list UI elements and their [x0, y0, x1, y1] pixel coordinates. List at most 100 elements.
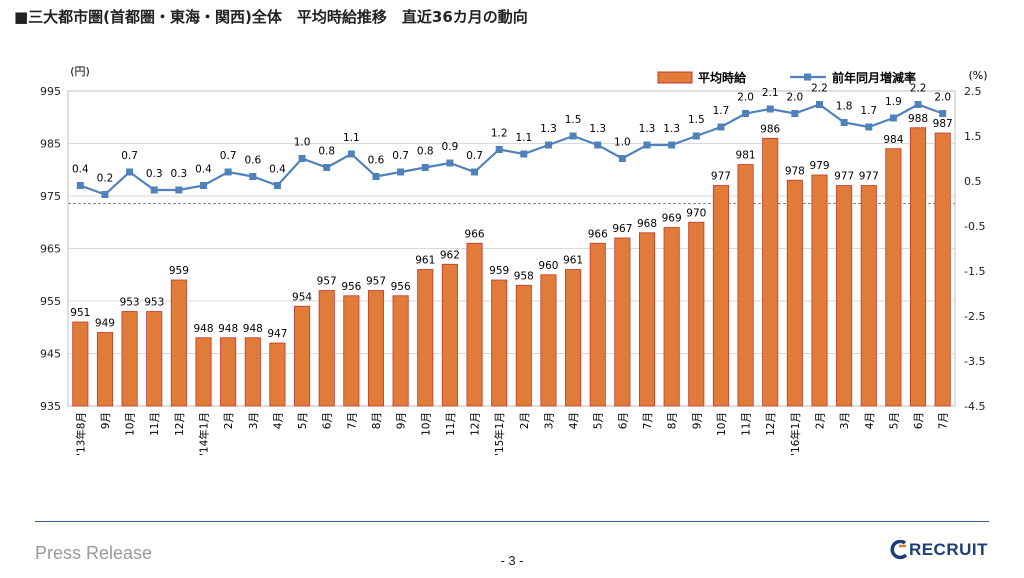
line-value-label: 2.0: [737, 92, 754, 104]
bar: [441, 263, 458, 407]
x-tick-label: 3月: [248, 412, 260, 429]
line-point: [569, 132, 577, 140]
x-tick-label: 7月: [938, 412, 950, 429]
line-value-label: 1.3: [540, 123, 557, 135]
x-tick-label: 11月: [445, 412, 457, 436]
legend-line-label: 前年同月増減率: [832, 70, 916, 85]
x-tick-label: 12月: [470, 412, 482, 436]
bar-value-label: 949: [95, 318, 115, 330]
y2-tick-label: 2.5: [964, 85, 982, 98]
line-point: [150, 186, 158, 194]
bar-value-label: 948: [218, 323, 238, 335]
y2-tick-label: -1.5: [964, 265, 985, 278]
bar: [762, 137, 779, 407]
line-point: [495, 146, 503, 153]
line-value-label: 0.8: [417, 146, 434, 158]
x-tick-label: 10月: [125, 412, 137, 436]
x-tick-label: 4月: [864, 412, 876, 429]
x-tick-label: 6月: [322, 412, 334, 429]
bar-value-label: 947: [267, 328, 287, 340]
line-value-label: 1.0: [294, 137, 311, 149]
line-value-label: 0.3: [171, 168, 188, 180]
bar-value-label: 967: [612, 223, 632, 235]
bar-value-label: 962: [440, 249, 460, 261]
line-point: [126, 168, 134, 176]
bar-value-label: 978: [785, 165, 805, 177]
x-tick-label: 4月: [272, 412, 284, 429]
line-point: [224, 168, 232, 176]
bar: [614, 237, 631, 407]
bar-value-label: 961: [563, 255, 583, 267]
bar: [417, 269, 434, 407]
line-value-label: 0.4: [269, 164, 286, 176]
bar: [146, 311, 163, 407]
line-point: [692, 132, 700, 140]
brand-logo: RECRUIT: [889, 540, 988, 560]
line-value-label: 0.7: [220, 150, 237, 162]
line-value-label: 1.3: [639, 123, 656, 135]
x-tick-label: '16年1月: [789, 412, 802, 456]
line-point: [323, 164, 331, 171]
x-tick-label: 5月: [888, 412, 900, 429]
chart: 935 945 955 965 975 985 995 -4.5 -3.5 -2.5 -1.5 -0.…: [40, 65, 988, 456]
recruit-logo-icon: [890, 540, 908, 560]
bar: [121, 311, 138, 407]
bar-value-label: 970: [686, 207, 706, 219]
line-value-label: 0.7: [392, 150, 409, 162]
y-axis-label: (円): [70, 65, 90, 78]
line-point: [273, 182, 281, 189]
line-value-label: 1.2: [491, 128, 508, 140]
x-tick-label: 4月: [568, 412, 580, 429]
line-value-label: 1.9: [885, 96, 902, 108]
bar: [589, 242, 606, 407]
line-point: [298, 155, 306, 162]
line-point: [397, 168, 405, 176]
y2-tick-label: 1.5: [964, 130, 982, 143]
bar: [294, 305, 311, 407]
bar: [72, 321, 89, 407]
x-tick-label: '15年1月: [493, 412, 506, 456]
line-value-label: 0.6: [368, 155, 385, 167]
line-value-label: 1.0: [614, 137, 631, 149]
x-tick-label: 7月: [642, 412, 654, 429]
bar: [638, 232, 656, 407]
line-point: [347, 150, 355, 158]
bar-value-label: 968: [637, 218, 657, 230]
bar-value-label: 957: [317, 276, 337, 288]
line-point: [643, 141, 651, 149]
bar: [195, 337, 212, 407]
bar-value-label: 977: [834, 171, 854, 183]
bar: [663, 227, 680, 407]
bar-value-label: 979: [809, 160, 829, 172]
line-point: [717, 123, 725, 131]
line-point: [101, 191, 109, 198]
line-value-label: 0.6: [244, 155, 261, 167]
line-point: [766, 105, 774, 113]
line-point: [791, 110, 799, 117]
bar: [910, 127, 927, 407]
line-value-label: 2.1: [762, 87, 779, 99]
line-value-label: 0.9: [442, 141, 459, 153]
line-value-label: 1.7: [860, 105, 877, 117]
bar: [712, 185, 729, 407]
line-point: [200, 182, 208, 189]
brand-name: RECRUIT: [908, 540, 988, 559]
bar-value-label: 960: [538, 260, 558, 272]
bar: [737, 164, 754, 407]
line-value-label: 2.2: [811, 83, 828, 95]
line-point: [594, 141, 602, 149]
y-tick-label: 955: [40, 295, 61, 308]
line-point: [865, 123, 873, 131]
bar: [367, 290, 385, 407]
bar: [786, 179, 803, 407]
x-tick-label: 3月: [543, 412, 555, 429]
bar-value-label: 948: [243, 323, 263, 335]
line-point: [471, 168, 479, 176]
page-title: ■三大都市圏(首都圏・東海・関西)全体 平均時給推移 直近36カ月の動向: [14, 8, 528, 26]
bar-value-label: 984: [883, 134, 903, 146]
bar-value-label: 981: [736, 150, 756, 162]
line-point: [939, 110, 947, 117]
bar: [244, 337, 261, 407]
line-value-label: 1.1: [515, 132, 532, 144]
x-tick-label: 10月: [420, 412, 432, 436]
